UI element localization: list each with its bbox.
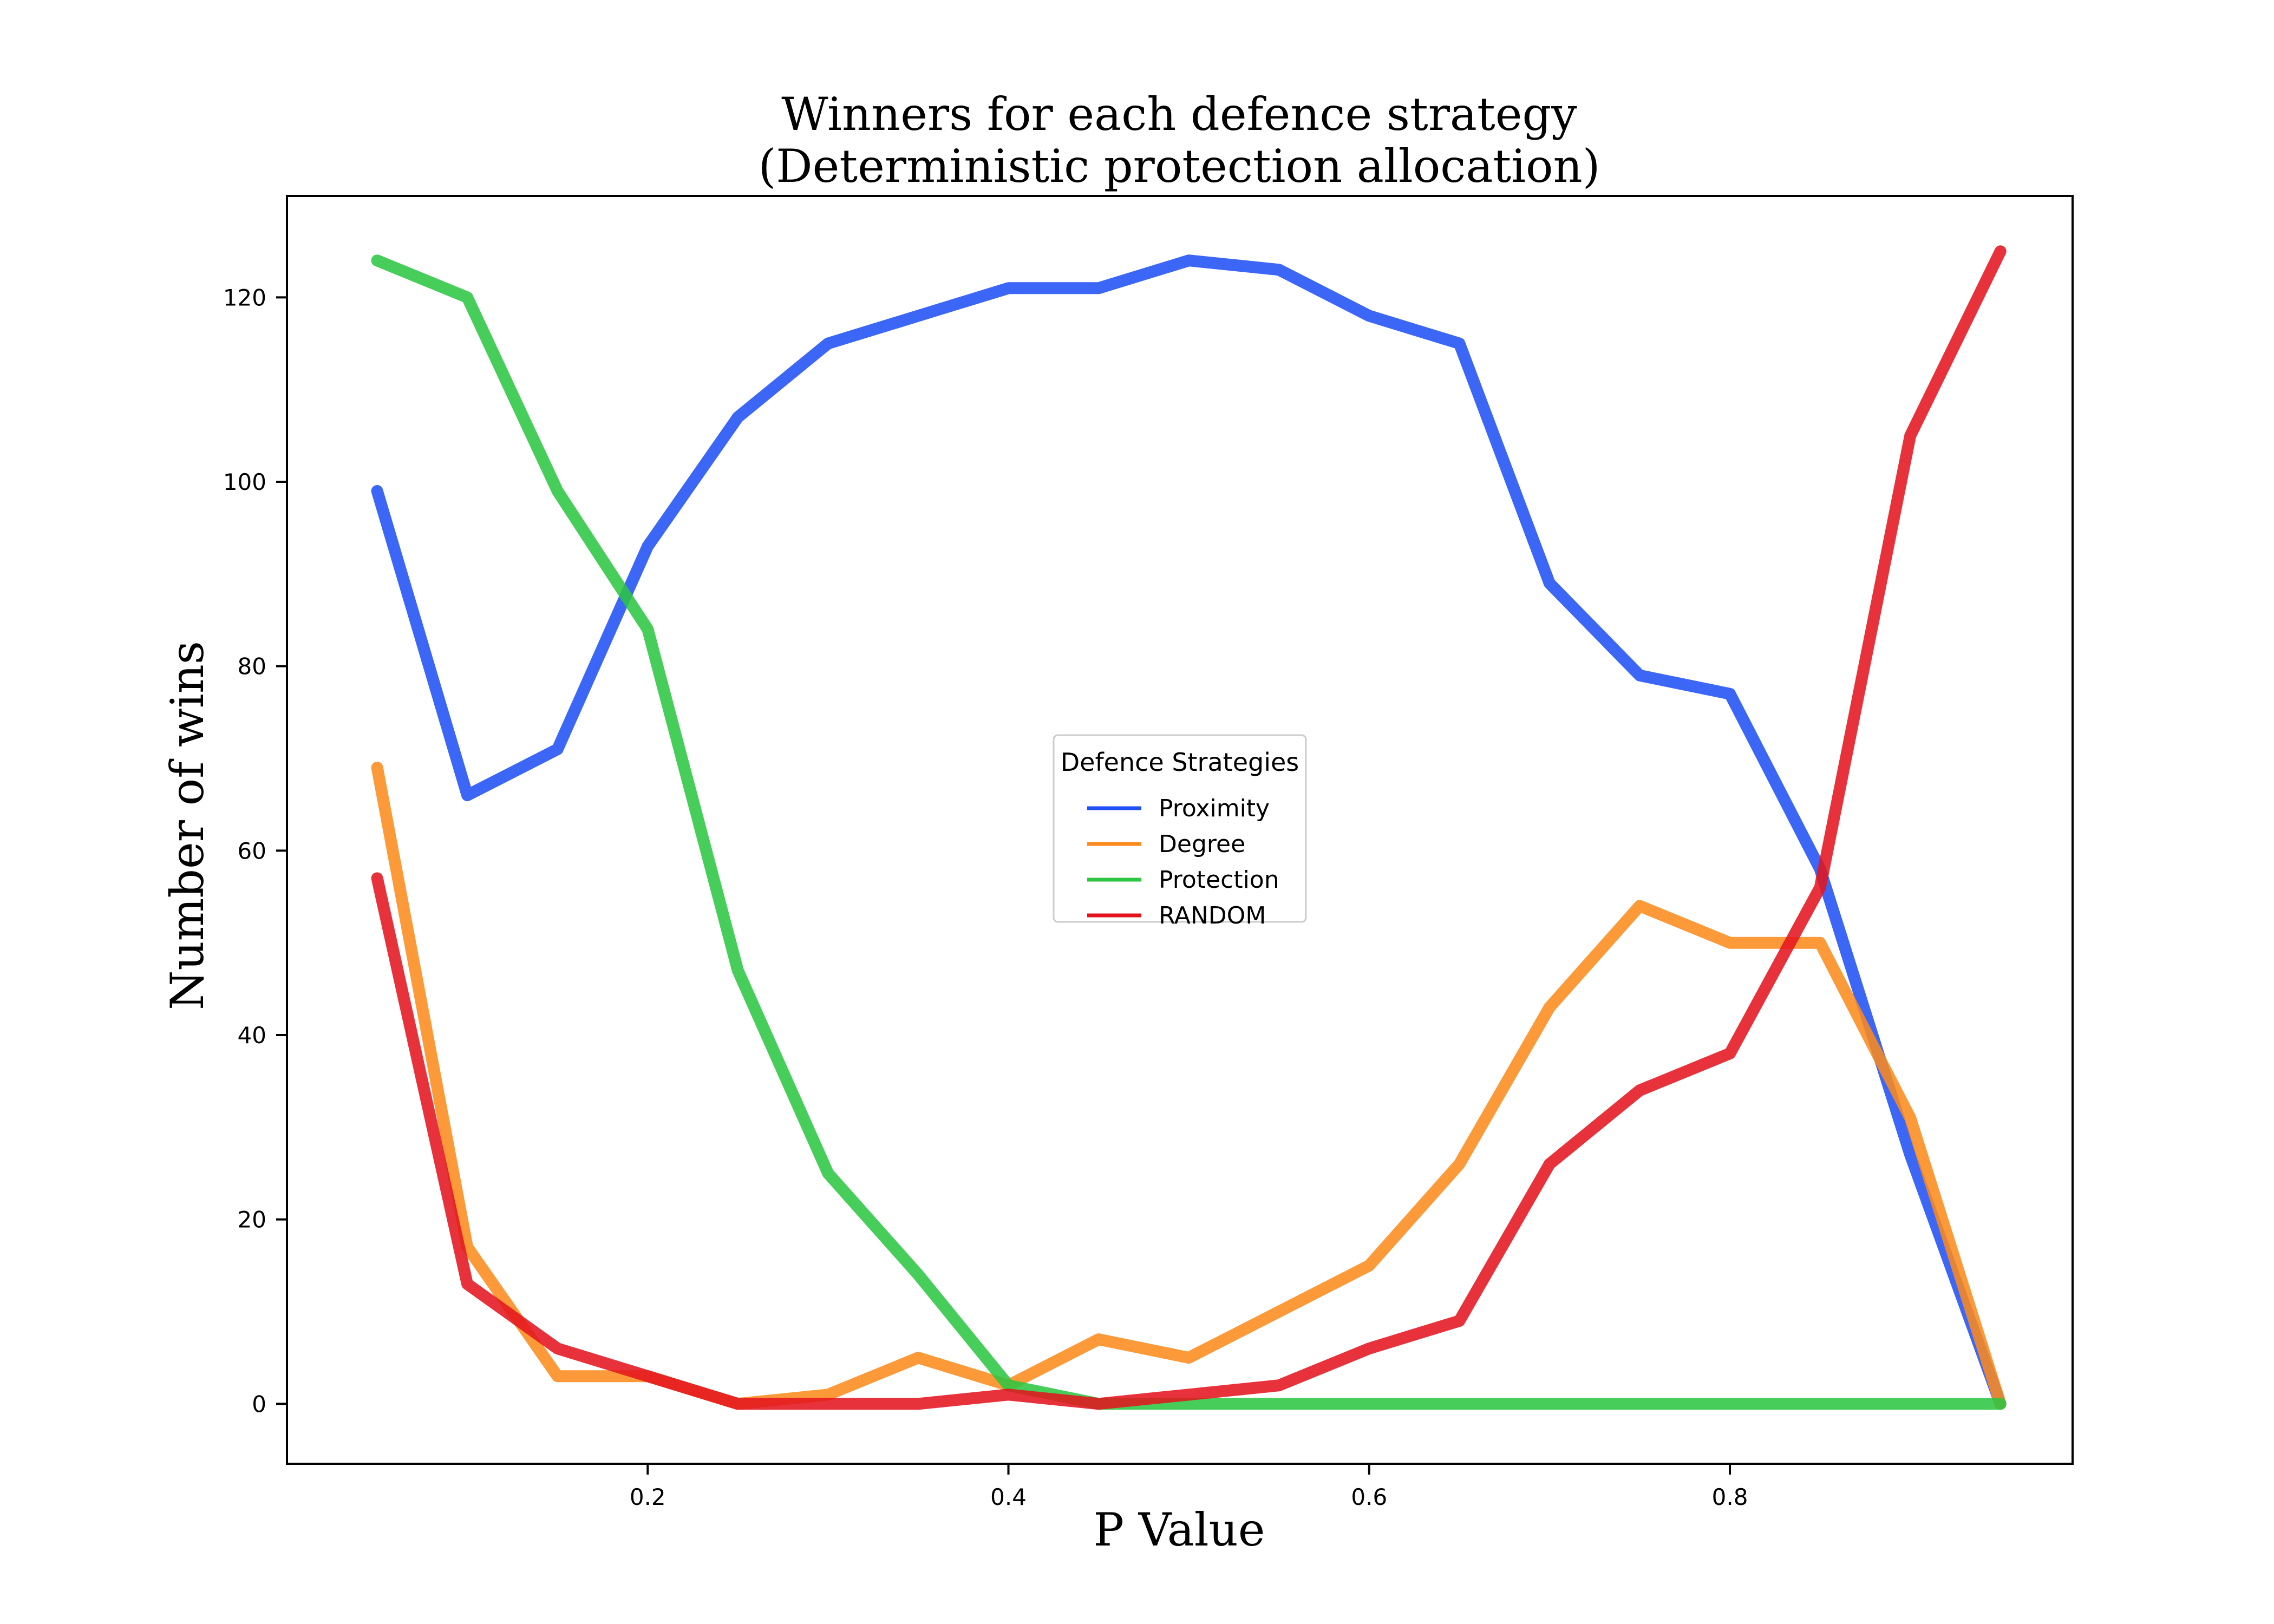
- plot-frame: [286, 195, 2074, 1465]
- y-tick-label: 40: [238, 1022, 266, 1049]
- series-line-protection: [371, 254, 2007, 1410]
- legend-box: [1053, 734, 1307, 923]
- plot-area: 0.2 0.4 0.6 0.8 0 20 40 60 80 100 120 Defence Strat…: [223, 195, 2074, 1510]
- series-line-proximity: [371, 254, 2007, 1410]
- legend-label-proximity: Proximity: [1159, 795, 1270, 822]
- y-tick-label: 20: [238, 1207, 266, 1233]
- x-tick-label: 0.6: [1351, 1484, 1387, 1510]
- chart-title-line-2: (Deterministic protection allocation): [759, 140, 1600, 193]
- y-tick-label: 80: [238, 653, 266, 680]
- y-tick-label: 0: [252, 1391, 266, 1417]
- legend-label-random: RANDOM: [1159, 902, 1266, 929]
- legend-label-protection: Protection: [1159, 866, 1279, 894]
- y-axis-title: Number of wins: [161, 641, 214, 1010]
- series-line-random: [371, 245, 2007, 1410]
- legend: Defence Strategies Proximity Degree Protect…: [1053, 734, 1307, 929]
- chart-title-line-1: Winners for each defence strategy: [781, 88, 1577, 141]
- legend-label-degree: Degree: [1159, 830, 1245, 858]
- x-axis-title: P Value: [1094, 1503, 1265, 1556]
- y-tick-label: 60: [238, 837, 266, 864]
- y-tick-label: 100: [223, 469, 266, 495]
- x-tick-label: 0.2: [630, 1484, 666, 1510]
- x-tick-label: 0.8: [1712, 1484, 1748, 1510]
- y-tick-label: 120: [223, 284, 266, 311]
- x-tick-label: 0.4: [990, 1484, 1027, 1510]
- legend-title: Defence Strategies: [1061, 748, 1299, 777]
